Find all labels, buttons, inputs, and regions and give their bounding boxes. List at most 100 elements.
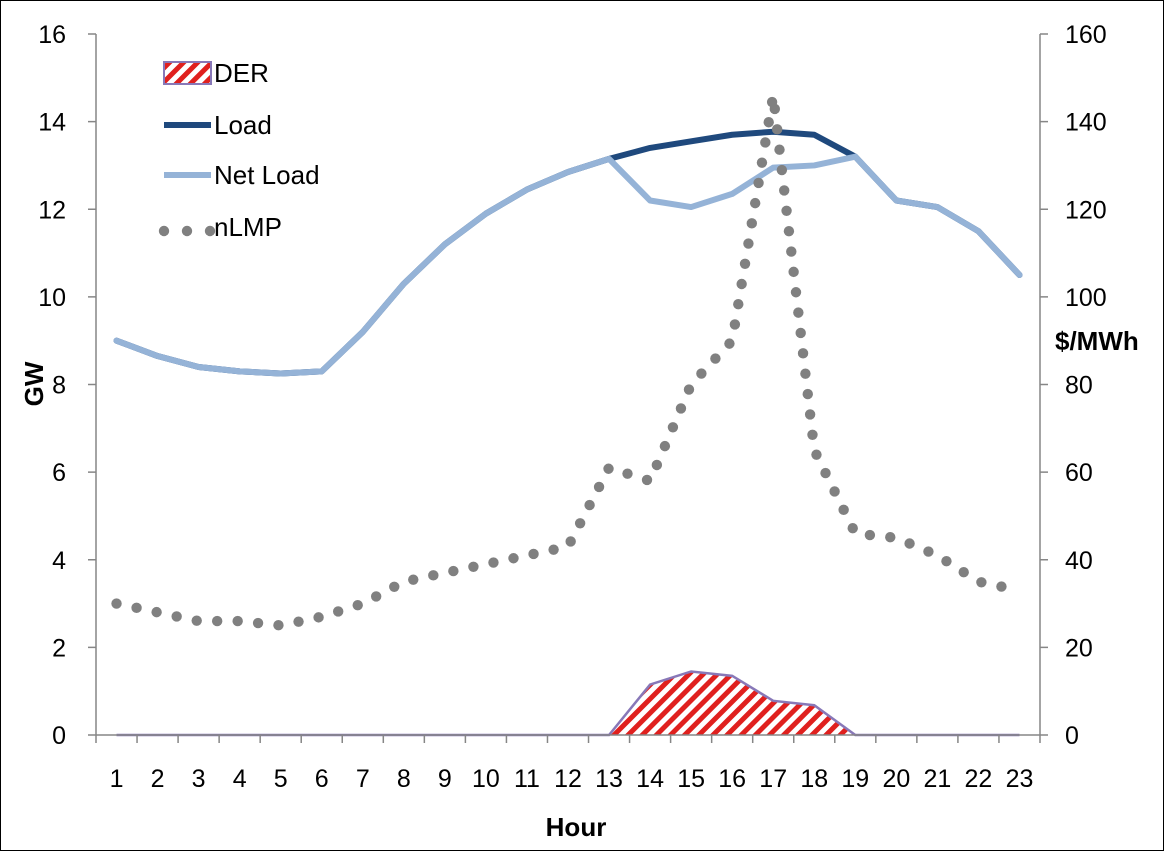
- nlmp-dot: [800, 368, 811, 379]
- nlmp-dot: [774, 144, 785, 155]
- nlmp-dot: [733, 299, 744, 310]
- nlmp-dot: [683, 384, 695, 395]
- nlmp-dot: [528, 548, 539, 560]
- right-tick-label: 100: [1065, 284, 1107, 312]
- x-tick-label: 18: [800, 765, 828, 793]
- nlmp-dot: [958, 567, 969, 578]
- nlmp-dot: [795, 327, 806, 339]
- nlmp-dot: [793, 307, 804, 318]
- x-tick-label: 22: [965, 765, 993, 793]
- right-tick-label: 20: [1065, 634, 1093, 662]
- left-tick-label: 14: [38, 109, 66, 137]
- legend-swatch-nlmp-dot: [181, 225, 193, 237]
- x-tick-label: 16: [718, 765, 746, 793]
- nlmp-dot: [232, 615, 243, 627]
- nlmp-dot: [790, 287, 802, 298]
- legend-label: Net Load: [214, 160, 320, 190]
- left-tick-label: 16: [38, 21, 66, 49]
- nlmp-dot: [389, 581, 400, 592]
- x-tick-label: 6: [315, 765, 329, 793]
- left-tick-label: 4: [52, 547, 66, 575]
- nlmp-dot: [864, 529, 876, 541]
- x-tick-label: 1: [110, 765, 124, 793]
- left-tick-label: 12: [38, 196, 66, 224]
- legend-swatch-der: [163, 61, 212, 85]
- nlmp-dot: [603, 463, 614, 474]
- nlmp-dot: [131, 602, 142, 614]
- nlmp-dot: [771, 124, 783, 135]
- nlmp-dot: [783, 225, 795, 237]
- nlmp-dot: [838, 504, 849, 516]
- nlmp-dot: [428, 570, 439, 581]
- nlmp-dot: [508, 553, 519, 564]
- right-tick-label: 160: [1065, 21, 1107, 49]
- x-tick-label: 15: [677, 765, 705, 793]
- nlmp-dot: [788, 266, 799, 278]
- nlmp-dot: [804, 409, 816, 420]
- nlmp-dot: [904, 538, 915, 549]
- x-tick-label: 10: [472, 765, 500, 793]
- legend-label: nLMP: [214, 212, 282, 242]
- nlmp-dot: [923, 546, 934, 557]
- nlmp-dot: [941, 555, 952, 567]
- nlmp-dot: [252, 617, 264, 629]
- legend: DER Load Net Load nLMP: [158, 58, 320, 242]
- legend-label: Load: [214, 110, 272, 140]
- nlmp-dot: [332, 606, 344, 617]
- nlmp-dot: [781, 205, 792, 216]
- x-tick-label: 17: [759, 765, 787, 793]
- nlmp-dot: [976, 577, 987, 588]
- nlmp-dot: [760, 137, 771, 148]
- nlmp-dot: [807, 429, 818, 440]
- nlmp-dot: [659, 440, 671, 452]
- right-tick-label: 140: [1065, 109, 1107, 137]
- nlmp-dot: [565, 536, 576, 547]
- legend-swatch-nlmp-dot: [158, 225, 170, 237]
- nlmp-dot: [622, 468, 633, 479]
- x-tick-label: 23: [1006, 765, 1034, 793]
- x-tick-label: 19: [841, 765, 869, 793]
- nlmp-dot: [736, 278, 747, 290]
- nlmp-dot: [584, 499, 595, 511]
- nlmp-dot: [191, 615, 202, 626]
- nlmp-dot: [779, 185, 790, 196]
- nlmp-dot: [641, 474, 653, 486]
- nlmp-dot: [749, 197, 761, 209]
- x-tick-label: 13: [595, 765, 623, 793]
- right-tick-label: 40: [1065, 547, 1093, 575]
- x-axis-title: Hour: [546, 812, 607, 842]
- nlmp-dot: [820, 467, 831, 479]
- nlmp-dot: [786, 246, 797, 257]
- nlmp-dot: [724, 338, 735, 349]
- nlmp-dot: [593, 481, 605, 493]
- nlmp-dot: [829, 486, 840, 497]
- x-tick-label: 11: [514, 765, 540, 793]
- nlmp-dot: [769, 103, 780, 115]
- nlmp-dot: [651, 459, 663, 471]
- nlmp-dot: [743, 238, 754, 249]
- nlmp-dot: [696, 368, 707, 379]
- left-tick-label: 8: [52, 372, 66, 400]
- nlmp-dot: [574, 518, 586, 529]
- nlmp-dot: [802, 388, 813, 400]
- der-area-edge: [116, 670, 1020, 737]
- nlmp-dot: [710, 353, 721, 364]
- nlmp-dot: [313, 612, 324, 623]
- x-tick-label: 8: [397, 765, 411, 793]
- nlmp-dot: [408, 574, 419, 585]
- right-tick-label: 0: [1065, 722, 1079, 750]
- nlmp-dot: [729, 319, 741, 330]
- right-tick-label: 60: [1065, 459, 1093, 487]
- der-area-fill: [116, 671, 1020, 735]
- legend-label: DER: [214, 58, 269, 88]
- nlmp-dot: [111, 598, 122, 609]
- nlmp-dot: [996, 581, 1007, 592]
- nlmp-dot: [293, 616, 304, 627]
- x-tick-label: 20: [882, 765, 910, 793]
- nlmp-dot: [468, 561, 479, 573]
- x-tick-label: 5: [274, 765, 288, 793]
- x-tick-label: 21: [923, 765, 951, 793]
